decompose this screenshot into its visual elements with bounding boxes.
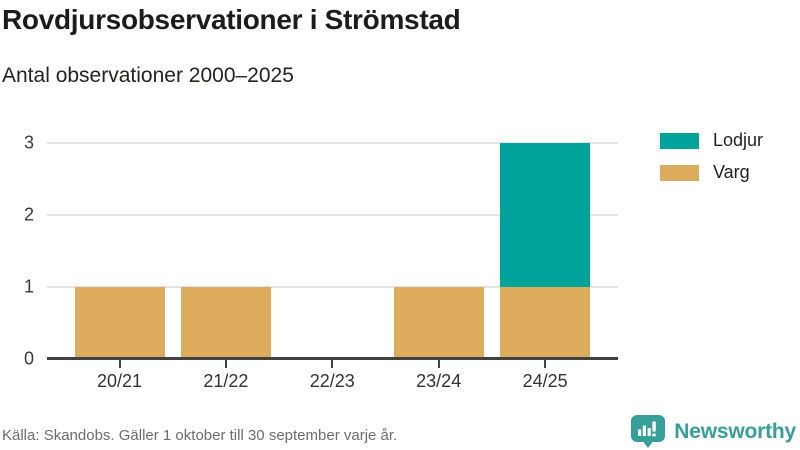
x-axis-tick <box>224 359 227 368</box>
legend-item-varg: Varg <box>660 162 763 183</box>
y-axis-tick-label: 0 <box>23 348 34 369</box>
legend-label: Lodjur <box>713 130 764 150</box>
chart-subtitle: Antal observationer 2000–2025 <box>2 64 294 87</box>
x-axis-tick-label: 20/21 <box>96 371 143 391</box>
bar-varg-21-22 <box>180 287 271 359</box>
x-axis-tick <box>331 359 334 368</box>
legend-item-lodjur: Lodjur <box>660 130 763 151</box>
x-axis-tick-label: 21/22 <box>203 371 249 391</box>
legend: Lodjur Varg <box>660 130 763 194</box>
legend-swatch-varg <box>660 164 699 181</box>
bar-varg-24-25 <box>500 287 591 359</box>
newsworthy-icon <box>631 415 666 448</box>
y-axis-tick-label: 1 <box>23 276 34 297</box>
bar-varg-20-21 <box>74 287 165 359</box>
x-axis-tick-label: 23/24 <box>416 371 462 391</box>
legend-swatch-lodjur <box>660 132 699 149</box>
y-axis-tick-label: 2 <box>23 204 34 225</box>
x-axis-line <box>47 357 618 360</box>
page-title: Rovdjursobservationer i Strömstad <box>2 4 461 35</box>
x-axis-tick <box>118 359 121 368</box>
bar-varg-23-24 <box>393 287 484 359</box>
x-axis-tick-label: 24/25 <box>522 371 568 391</box>
legend-label: Varg <box>713 162 750 182</box>
bar-lodjur-24-25 <box>500 143 591 287</box>
gridline-y2 <box>47 214 618 216</box>
brand-logo: Newsworthy <box>631 415 796 448</box>
x-axis-tick <box>544 359 547 368</box>
x-axis-tick <box>437 359 440 368</box>
gridline-y1 <box>47 286 618 288</box>
source-note: Källa: Skandobs. Gäller 1 oktober till 3… <box>2 427 398 444</box>
brand-name: Newsworthy <box>674 419 796 443</box>
x-axis-tick-label: 22/23 <box>309 371 355 391</box>
y-axis-tick-label: 3 <box>23 132 34 153</box>
gridline-y3 <box>47 142 618 144</box>
